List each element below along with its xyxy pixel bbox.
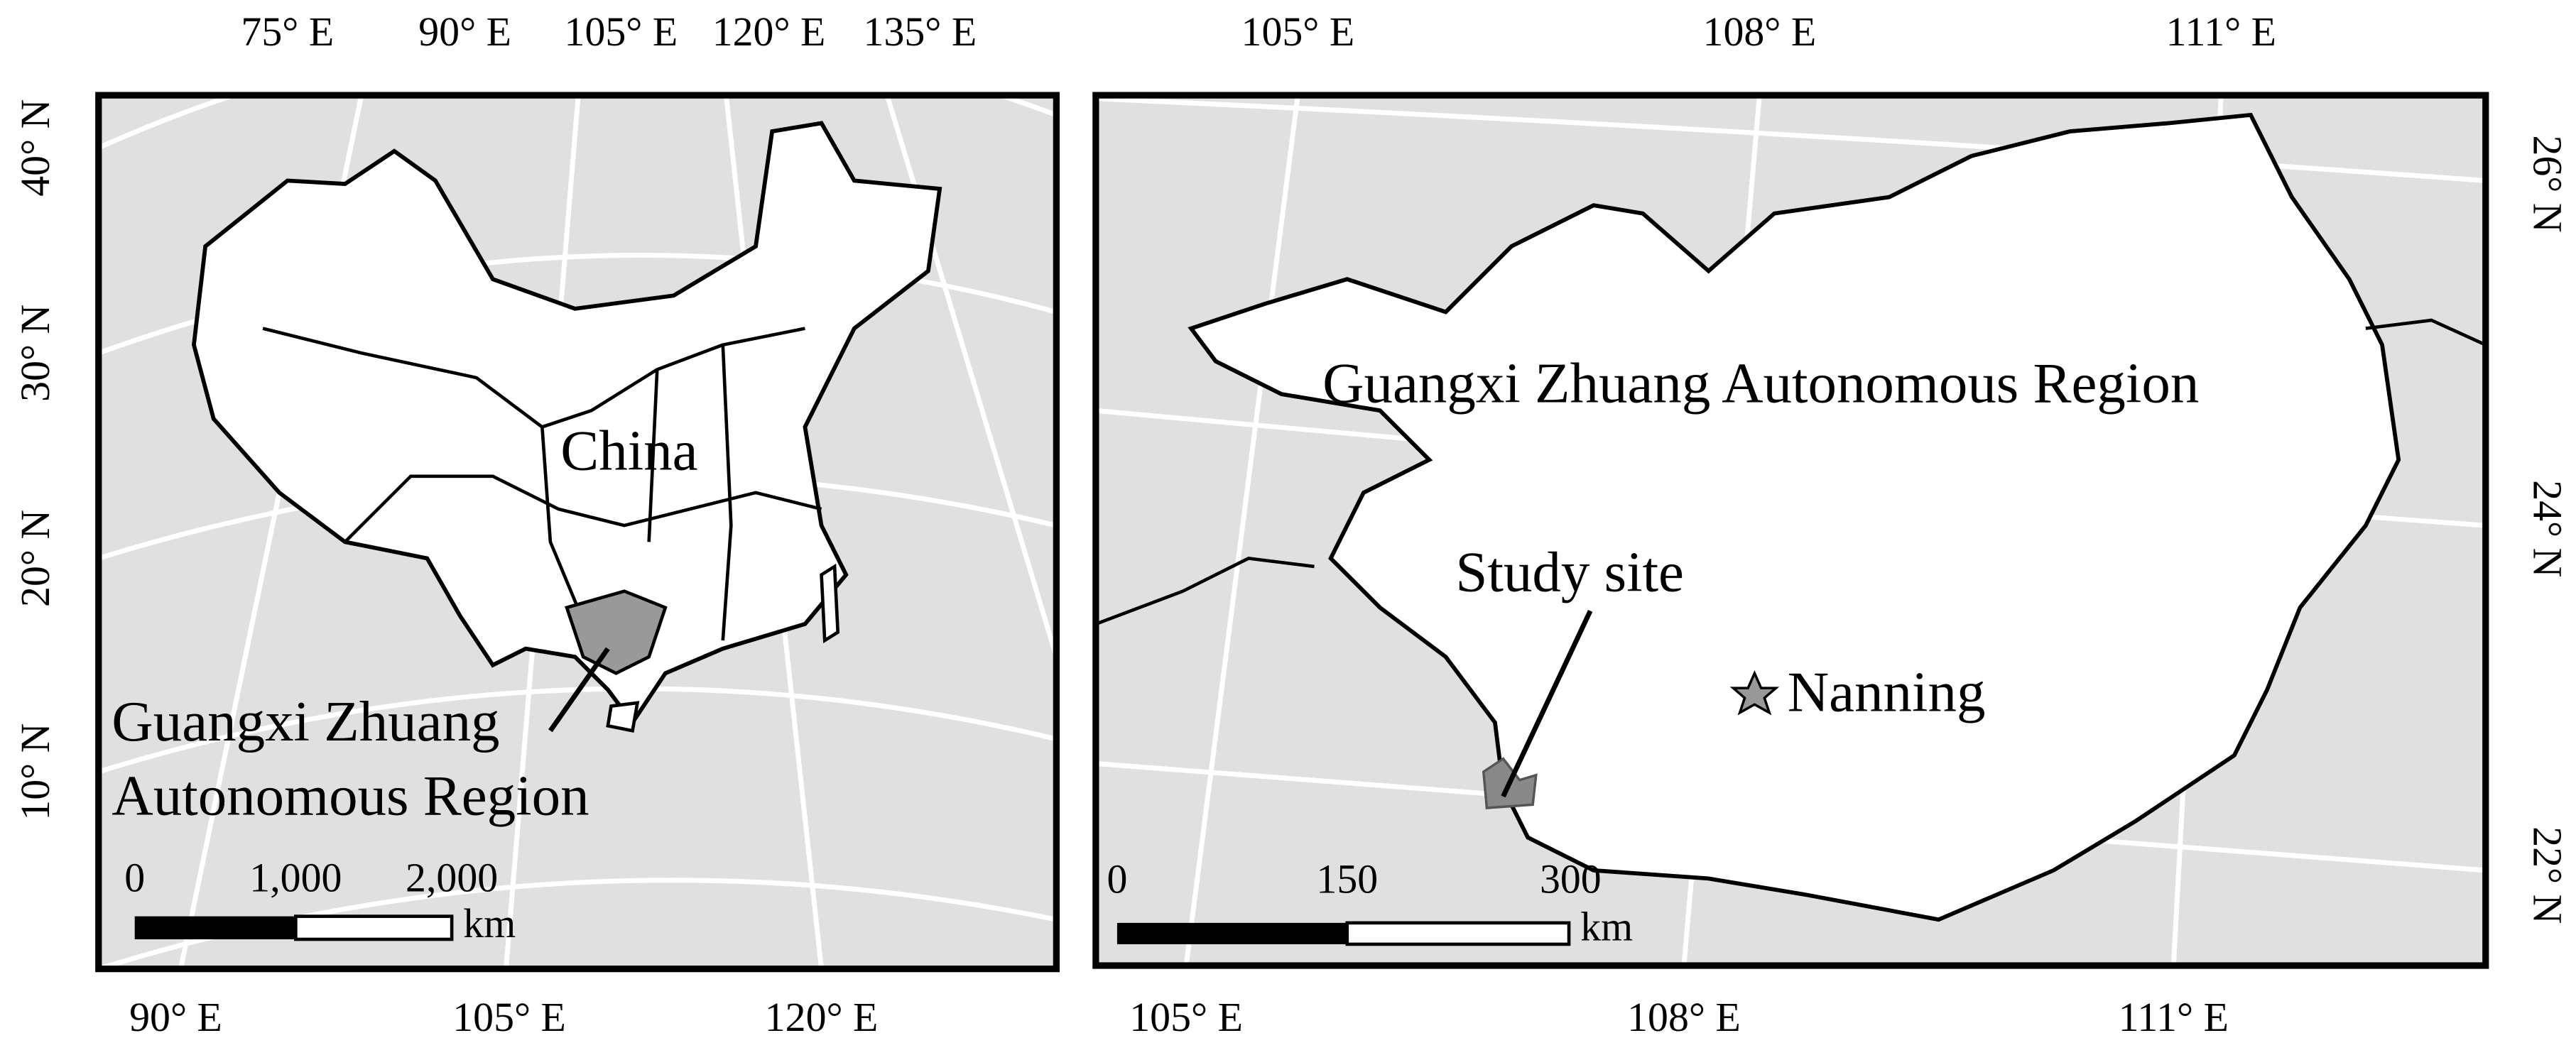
left-tick-label: 30° N	[12, 305, 58, 402]
top-tick-label: 90° E	[418, 9, 511, 55]
right-map: Guangxi Zhuang Autonomous Region Study s…	[1092, 9, 2570, 1040]
right-tick-label: 22° N	[2524, 826, 2570, 924]
bottom-tick-label: 105° E	[1129, 994, 1243, 1040]
top-tick-label: 75° E	[241, 9, 334, 55]
study-site-label: Study site	[1455, 540, 1684, 604]
map-frame	[1092, 92, 2489, 969]
bottom-tick-label: 105° E	[452, 994, 566, 1040]
right-tick-label: 26° N	[2524, 135, 2570, 232]
leader-line	[1501, 609, 1593, 798]
left-tick-label: 10° N	[12, 723, 58, 821]
scale-unit: km	[1580, 904, 1633, 950]
scale-label: 2,000	[406, 854, 498, 900]
bottom-tick-label: 108° E	[1627, 994, 1741, 1040]
region-label: Guangxi Zhuang	[112, 689, 499, 753]
top-tick-label: 105° E	[565, 9, 678, 55]
top-tick-label: 111° E	[2166, 9, 2276, 55]
city-marker	[1729, 670, 1780, 716]
region-label: Autonomous Region	[112, 763, 589, 827]
scale-unit: km	[463, 900, 516, 946]
top-tick-label: 135° E	[864, 9, 977, 55]
region-label: Guangxi Zhuang Autonomous Region	[1322, 351, 2199, 415]
right-tick-label: 24° N	[2524, 480, 2570, 577]
scale-label: 300	[1540, 856, 1602, 902]
guangxi-region	[565, 589, 668, 675]
bottom-tick-label: 111° E	[2119, 994, 2229, 1040]
left-map: China Guangxi Zhuang Autonomous Region 0…	[12, 9, 1060, 1040]
map-frame	[95, 92, 1060, 973]
scale-label: 0	[1107, 856, 1127, 902]
scale-label: 1,000	[249, 854, 342, 900]
top-tick-label: 108° E	[1703, 9, 1817, 55]
scale-label: 0	[124, 854, 145, 900]
bottom-tick-label: 90° E	[129, 994, 222, 1040]
city-label: Nanning	[1788, 660, 1986, 724]
scale-bar	[294, 914, 454, 941]
country-label: China	[560, 419, 697, 483]
scale-bar	[1345, 921, 1571, 946]
left-tick-label: 40° N	[12, 99, 58, 197]
scale-label: 150	[1316, 856, 1378, 902]
guangxi-outline	[1188, 112, 2401, 922]
top-tick-label: 120° E	[712, 9, 826, 55]
bottom-tick-label: 120° E	[765, 994, 879, 1040]
top-tick-label: 105° E	[1241, 9, 1355, 55]
taiwan	[820, 563, 840, 644]
scale-bar	[1116, 922, 1347, 944]
china-outline	[192, 121, 942, 726]
hainan	[606, 701, 640, 733]
leader-line	[548, 647, 610, 733]
scale-bar	[134, 916, 296, 939]
left-tick-label: 20° N	[12, 510, 58, 607]
